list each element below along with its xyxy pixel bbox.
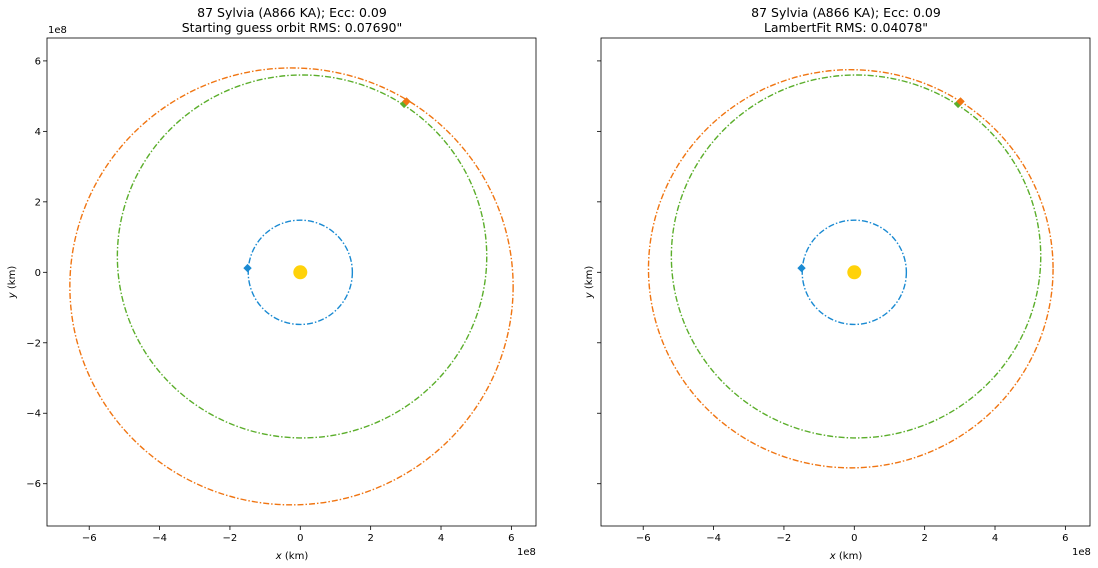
position-marker-0	[243, 263, 252, 273]
axes-frame	[46, 37, 537, 527]
left-orbit-panel: 87 Sylvia (A866 KA); Ecc: 0.09 Starting …	[7, 5, 537, 562]
chart-title-line1: 87 Sylvia (A866 KA); Ecc: 0.09	[751, 5, 941, 20]
x-tick-label: 4	[992, 533, 998, 544]
orbit-path-2	[69, 67, 514, 506]
x-offset-label: 1e8	[517, 547, 536, 558]
orbit-path-2	[647, 69, 1054, 469]
x-tick-label: 6	[1062, 533, 1068, 544]
x-tick-label: −6	[636, 533, 651, 544]
plot-area: −6 −4 −2 0 2 4 6 −6 −4 −2 0 2 4 6	[26, 37, 537, 544]
x-tick-label: −2	[777, 533, 792, 544]
y-tick-label: 2	[35, 197, 41, 208]
plot-series	[647, 69, 1054, 469]
plot-series	[69, 67, 514, 506]
orbit-path-1	[116, 74, 488, 439]
x-tick-label: 6	[508, 533, 514, 544]
position-marker-2	[956, 97, 965, 106]
right-orbit-panel: 87 Sylvia (A866 KA); Ecc: 0.09 LambertFi…	[584, 5, 1091, 562]
plot-area: −6 −4 −2 0 2 4 6	[597, 37, 1091, 544]
sun-marker	[293, 265, 308, 280]
sun-marker	[847, 265, 862, 280]
x-tick-label: −4	[706, 533, 721, 544]
y-tick-label: 4	[35, 127, 41, 138]
axes-frame	[600, 37, 1091, 527]
y-tick-label: −4	[26, 409, 41, 420]
x-tick-label: 2	[921, 533, 927, 544]
y-tick-label: −2	[26, 338, 41, 349]
y-tick-label: 6	[35, 56, 41, 67]
x-offset-label: 1e8	[1072, 547, 1091, 558]
x-tick-label: 0	[297, 533, 303, 544]
y-tick-label: 0	[35, 268, 41, 279]
x-tick-label: 4	[438, 533, 444, 544]
x-axis-label: x (km)	[275, 551, 309, 562]
x-tick-label: 2	[367, 533, 373, 544]
x-tick-label: −4	[152, 533, 167, 544]
orbit-path-0	[247, 219, 354, 326]
y-axis-label: y (km)	[584, 266, 595, 300]
x-axis-label: x (km)	[829, 551, 863, 562]
y-tick-label: −6	[26, 479, 41, 490]
y-axis-label: y (km)	[7, 266, 18, 300]
x-tick-label: 0	[851, 533, 857, 544]
chart-title-line2: Starting guess orbit RMS: 0.07690"	[182, 20, 402, 35]
x-tick-label: −2	[223, 533, 238, 544]
chart-title-line1: 87 Sylvia (A866 KA); Ecc: 0.09	[197, 5, 387, 20]
position-marker-0	[797, 263, 806, 273]
y-offset-label: 1e8	[48, 25, 67, 36]
orbit-path-0	[801, 219, 908, 326]
orbit-path-1	[670, 74, 1042, 439]
chart-title-line2: LambertFit RMS: 0.04078"	[764, 20, 928, 35]
x-tick-label: −6	[82, 533, 97, 544]
position-marker-2	[402, 97, 411, 106]
